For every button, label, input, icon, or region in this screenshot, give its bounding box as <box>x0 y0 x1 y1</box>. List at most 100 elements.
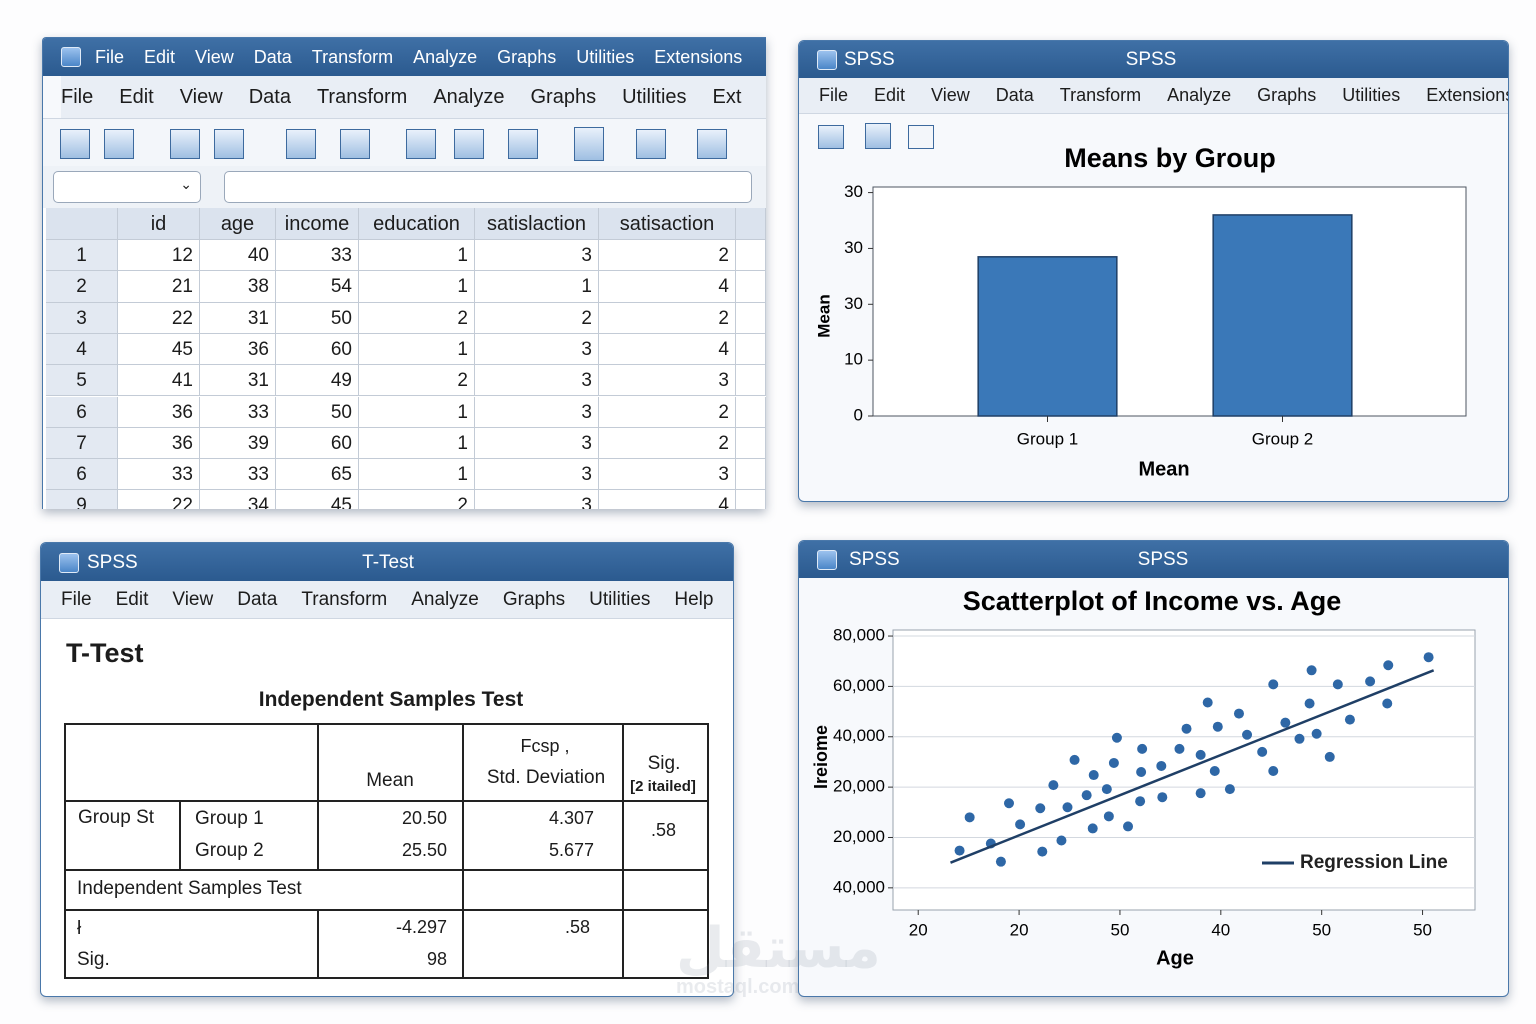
data-cell[interactable]: 21 <box>118 271 200 303</box>
data-cell[interactable] <box>736 396 766 428</box>
menu-item[interactable]: Analyze <box>1167 85 1232 105</box>
data-cell[interactable]: 3 <box>599 365 736 397</box>
data-cell[interactable]: 1 <box>359 271 475 303</box>
data-cell[interactable]: 3 <box>475 427 599 460</box>
menu-item[interactable]: Transform <box>1059 85 1142 105</box>
data-cell[interactable]: 36 <box>118 427 200 460</box>
data-cell[interactable]: 60 <box>276 427 359 460</box>
data-cell[interactable] <box>736 271 766 303</box>
data-cell[interactable]: 45 <box>118 333 200 366</box>
data-cell[interactable]: 4 <box>599 490 736 509</box>
menu-item[interactable]: File <box>95 46 125 67</box>
menu-item[interactable]: Transform <box>301 588 388 610</box>
menu-item[interactable]: Ext <box>712 85 742 108</box>
data-cell[interactable]: 2 <box>599 396 736 428</box>
variable-dropdown[interactable]: ⌄ <box>53 171 201 203</box>
data-cell[interactable]: 22 <box>118 302 200 334</box>
menu-item[interactable]: View <box>195 46 234 67</box>
menu-item[interactable]: Data <box>248 85 291 108</box>
menu-item[interactable]: Edit <box>115 588 149 610</box>
data-cell[interactable]: 1 <box>359 240 475 272</box>
data-cell[interactable] <box>736 427 766 460</box>
data-cell[interactable]: 2 <box>359 365 475 397</box>
menu-item[interactable]: View <box>179 85 223 108</box>
data-cell[interactable]: 1 <box>359 459 475 491</box>
menu-item[interactable]: Edit <box>119 85 154 108</box>
menu-item[interactable]: Extensions <box>1426 85 1509 105</box>
data-cell[interactable]: 3 <box>475 240 599 272</box>
data-cell[interactable]: 31 <box>200 302 276 334</box>
menu-item[interactable]: File <box>61 85 94 108</box>
data-cell[interactable]: 3 <box>475 459 599 491</box>
data-cell[interactable]: 33 <box>118 459 200 491</box>
menu-item[interactable]: Help <box>674 588 714 610</box>
data-cell[interactable]: 45 <box>276 490 359 509</box>
data-cell[interactable]: 49 <box>276 365 359 397</box>
menu-item[interactable]: View <box>172 588 214 610</box>
menu-item[interactable]: Transform <box>316 85 408 108</box>
menu-item[interactable]: Data <box>253 46 292 67</box>
data-cell[interactable]: 36 <box>200 333 276 366</box>
menu-item[interactable]: Utilities <box>576 46 635 67</box>
data-cell[interactable]: 4 <box>599 333 736 366</box>
menu-item[interactable]: Graphs <box>1257 85 1317 105</box>
data-cell[interactable]: 36 <box>118 396 200 428</box>
data-cell[interactable]: 2 <box>599 302 736 334</box>
data-cell[interactable]: 65 <box>276 459 359 491</box>
menu-item[interactable]: Data <box>237 588 278 610</box>
menu-item[interactable]: Graphs <box>502 588 566 610</box>
data-cell[interactable]: 22 <box>118 490 200 509</box>
menu-item[interactable]: Graphs <box>497 46 557 67</box>
menu-item[interactable]: Utilities <box>622 85 687 108</box>
menu-item[interactable]: Edit <box>874 85 906 105</box>
data-cell[interactable]: 12 <box>118 240 200 272</box>
data-cell[interactable]: 1 <box>359 333 475 366</box>
data-cell[interactable]: 33 <box>200 459 276 491</box>
data-cell[interactable]: 2 <box>359 490 475 509</box>
menu-item[interactable]: View <box>931 85 970 105</box>
data-cell[interactable]: 3 <box>475 490 599 509</box>
menu-item[interactable]: Transform <box>311 46 394 67</box>
data-cell[interactable]: 3 <box>599 459 736 491</box>
menu-item[interactable]: Analyze <box>433 85 505 108</box>
data-cell[interactable]: 50 <box>276 302 359 334</box>
data-cell[interactable]: 3 <box>475 365 599 397</box>
data-cell[interactable] <box>736 333 766 366</box>
data-cell[interactable]: 3 <box>475 396 599 428</box>
menu-item[interactable]: Graphs <box>530 85 597 108</box>
data-cell[interactable]: 2 <box>359 302 475 334</box>
data-cell[interactable]: 60 <box>276 333 359 366</box>
menu-item[interactable]: Data <box>995 85 1034 105</box>
data-cell[interactable]: 1 <box>359 396 475 428</box>
menu-item[interactable]: Edit <box>144 46 176 67</box>
data-cell[interactable]: 33 <box>276 240 359 272</box>
data-cell[interactable]: 4 <box>599 271 736 303</box>
data-cell[interactable]: 54 <box>276 271 359 303</box>
menu-item[interactable]: Analyze <box>411 588 479 610</box>
data-cell[interactable]: 2 <box>599 240 736 272</box>
data-cell[interactable]: 41 <box>118 365 200 397</box>
data-cell[interactable]: 31 <box>200 365 276 397</box>
data-cell[interactable]: 33 <box>200 396 276 428</box>
menu-item[interactable]: File <box>819 85 849 105</box>
data-cell[interactable] <box>736 240 766 272</box>
data-cell[interactable]: 2 <box>475 302 599 334</box>
data-cell[interactable] <box>736 490 766 509</box>
data-cell[interactable]: 40 <box>200 240 276 272</box>
data-cell[interactable] <box>736 459 766 491</box>
data-cell[interactable] <box>736 365 766 397</box>
data-cell[interactable]: 39 <box>200 427 276 460</box>
cell-editor[interactable] <box>224 171 752 203</box>
data-cell[interactable]: 38 <box>200 271 276 303</box>
data-cell[interactable] <box>736 302 766 334</box>
menu-item[interactable]: Utilities <box>589 588 651 610</box>
data-cell[interactable]: 1 <box>475 271 599 303</box>
menu-item[interactable]: Utilities <box>1342 85 1401 105</box>
menu-item[interactable]: File <box>61 588 92 610</box>
data-cell[interactable]: 50 <box>276 396 359 428</box>
data-cell[interactable]: 3 <box>475 333 599 366</box>
data-cell[interactable]: 2 <box>599 427 736 460</box>
data-cell[interactable]: 1 <box>359 427 475 460</box>
data-cell[interactable]: 34 <box>200 490 276 509</box>
menu-item[interactable]: Extensions <box>654 46 743 67</box>
